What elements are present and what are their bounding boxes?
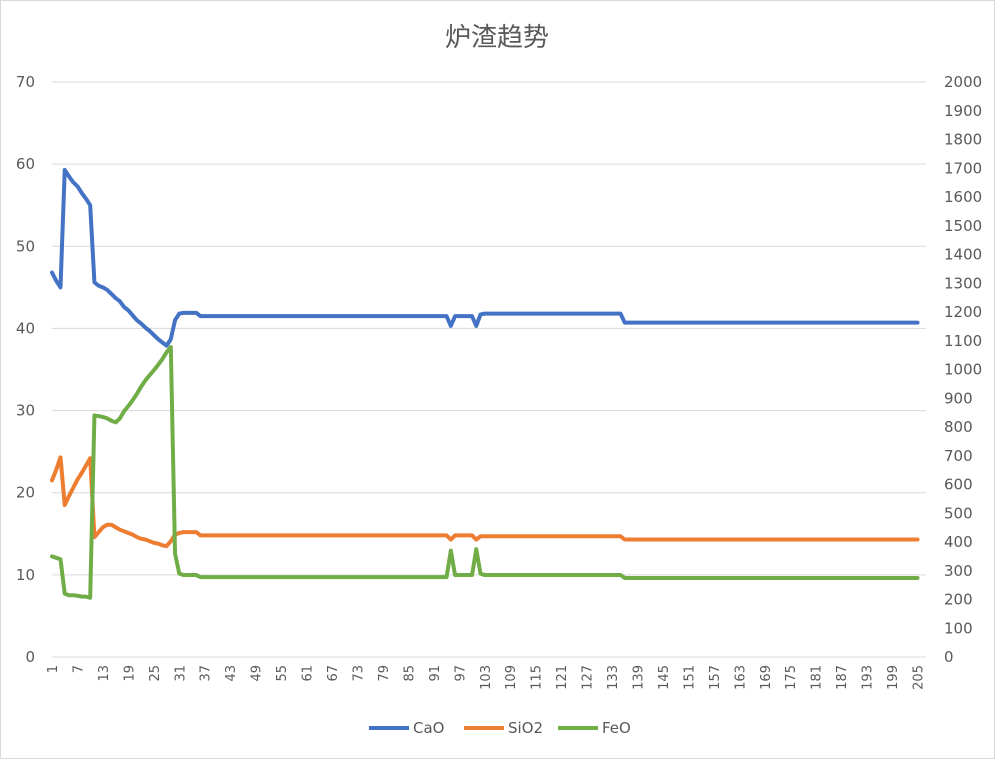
x-tick-label: 19 xyxy=(122,665,137,682)
x-tick-label: 1 xyxy=(46,665,61,673)
y-right-tick-label: 1900 xyxy=(944,102,982,120)
x-tick-label: 49 xyxy=(250,665,265,682)
x-tick-label: 163 xyxy=(733,665,748,690)
legend-label-feo: FeO xyxy=(602,719,631,737)
x-tick-label: 115 xyxy=(530,665,545,690)
x-tick-label: 193 xyxy=(861,665,876,690)
x-tick-label: 79 xyxy=(377,665,392,682)
series-line-cao xyxy=(50,167,920,348)
x-tick-label: 103 xyxy=(479,665,494,690)
y-right-tick-label: 1400 xyxy=(944,246,982,264)
legend: CaO SiO2 FeO xyxy=(369,719,631,737)
x-tick-label: 31 xyxy=(173,665,188,682)
legend-label-sio2: SiO2 xyxy=(508,719,543,737)
x-tick-label: 127 xyxy=(581,665,596,690)
y-left-tick-label: 20 xyxy=(16,484,35,502)
x-tick-label: 145 xyxy=(657,665,672,690)
y-left-tick-label: 60 xyxy=(16,155,35,173)
y-left-tick-label: 0 xyxy=(25,648,35,666)
y-right-tick-label: 200 xyxy=(944,591,973,609)
y-left-tick-label: 40 xyxy=(16,319,35,337)
x-tick-label: 25 xyxy=(148,665,163,682)
y-right-tick-label: 300 xyxy=(944,562,973,580)
y-right-tick-label: 900 xyxy=(944,389,973,407)
x-tick-label: 169 xyxy=(759,665,774,690)
y-right-tick-label: 1200 xyxy=(944,303,982,321)
y-right-tick-label: 400 xyxy=(944,533,973,551)
x-tick-label: 13 xyxy=(97,665,112,682)
x-tick-label: 151 xyxy=(682,665,697,690)
y-right-tick-label: 1800 xyxy=(944,131,982,149)
y-right-tick-label: 1700 xyxy=(944,159,982,177)
x-tick-label: 109 xyxy=(504,665,519,690)
y-right-tick-label: 1300 xyxy=(944,274,982,292)
x-tick-label: 61 xyxy=(301,665,316,682)
series-line-feo xyxy=(50,345,920,600)
y-right-tick-label: 1000 xyxy=(944,361,982,379)
x-tick-label: 43 xyxy=(224,665,239,682)
y-right-tick-label: 500 xyxy=(944,504,973,522)
y-right-tick-label: 1100 xyxy=(944,332,982,350)
x-tick-label: 73 xyxy=(351,665,366,682)
x-tick-label: 181 xyxy=(810,665,825,690)
y-right-tick-label: 1600 xyxy=(944,188,982,206)
x-axis-ticks: 1 7 13 19 25 31 37 43 49 55 61 67 73 79 85 91 97 103 109 11… xyxy=(46,665,927,690)
x-tick-label: 133 xyxy=(606,665,621,690)
y-right-tick-label: 2000 xyxy=(944,73,982,91)
y-left-tick-label: 30 xyxy=(16,402,35,420)
x-tick-label: 55 xyxy=(275,665,290,682)
y-right-tick-label: 700 xyxy=(944,447,973,465)
x-tick-label: 157 xyxy=(708,665,723,690)
x-tick-label: 187 xyxy=(835,665,850,690)
y-right-axis-ticks: 0 100 200 300 400 500 600 700 800 900 1000 1100 1200… xyxy=(944,73,982,666)
x-tick-label: 205 xyxy=(912,665,927,690)
series-line-sio2 xyxy=(50,455,920,549)
x-tick-label: 37 xyxy=(199,665,214,682)
chart-title: 炉渣趋势 xyxy=(445,23,549,53)
x-tick-label: 199 xyxy=(886,665,901,690)
y-left-tick-label: 10 xyxy=(16,566,35,584)
legend-label-cao: CaO xyxy=(413,719,444,737)
y-right-tick-label: 1500 xyxy=(944,217,982,235)
y-left-tick-label: 50 xyxy=(16,237,35,255)
grid-lines xyxy=(52,81,926,658)
x-tick-label: 175 xyxy=(784,665,799,690)
x-tick-label: 97 xyxy=(453,665,468,682)
x-tick-label: 7 xyxy=(71,665,86,673)
x-tick-label: 139 xyxy=(631,665,646,690)
y-right-tick-label: 600 xyxy=(944,476,973,494)
x-tick-label: 67 xyxy=(326,665,341,682)
y-right-tick-label: 100 xyxy=(944,619,973,637)
series-lines xyxy=(50,167,920,600)
y-left-tick-label: 70 xyxy=(16,73,35,91)
y-right-tick-label: 800 xyxy=(944,418,973,436)
y-left-axis-ticks: 0 10 20 30 40 50 60 70 xyxy=(16,73,35,666)
x-tick-label: 91 xyxy=(428,665,443,682)
y-right-tick-label: 0 xyxy=(944,648,954,666)
x-tick-label: 85 xyxy=(402,665,417,682)
x-tick-label: 121 xyxy=(555,665,570,690)
